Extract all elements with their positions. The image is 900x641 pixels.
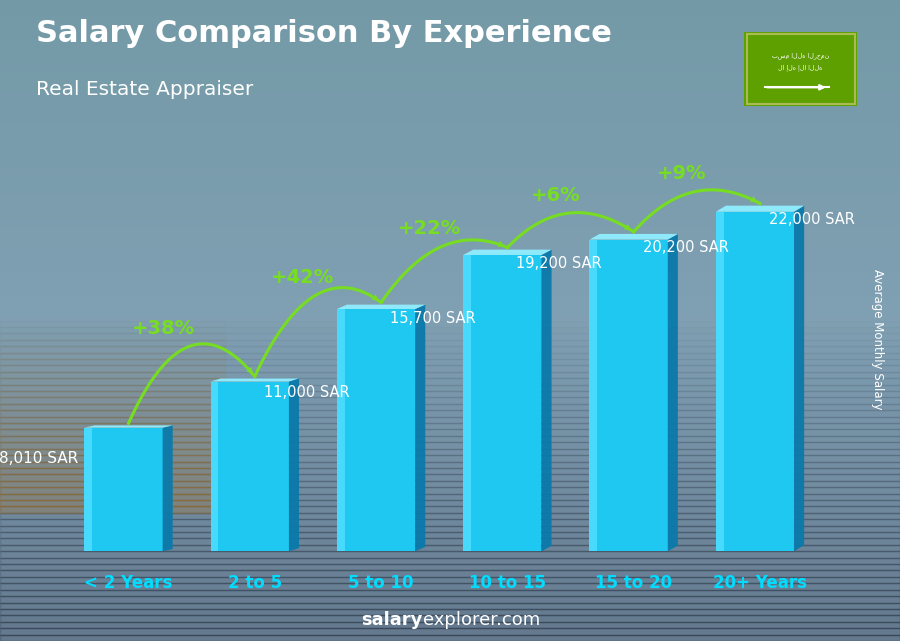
Polygon shape <box>716 212 794 551</box>
Polygon shape <box>85 426 173 428</box>
Text: Salary Comparison By Experience: Salary Comparison By Experience <box>36 19 612 48</box>
Text: +22%: +22% <box>398 219 461 238</box>
Text: < 2 Years: < 2 Years <box>85 574 173 592</box>
Polygon shape <box>590 240 668 551</box>
Polygon shape <box>464 255 542 551</box>
Polygon shape <box>668 234 678 551</box>
Text: 11,000 SAR: 11,000 SAR <box>264 385 349 400</box>
Text: 10 to 15: 10 to 15 <box>469 574 546 592</box>
Polygon shape <box>289 378 299 551</box>
Polygon shape <box>211 381 289 551</box>
Text: +38%: +38% <box>132 319 195 338</box>
Polygon shape <box>337 309 345 551</box>
Text: 19,200 SAR: 19,200 SAR <box>517 256 602 271</box>
Polygon shape <box>415 304 426 551</box>
Polygon shape <box>211 378 299 381</box>
Polygon shape <box>590 240 598 551</box>
Text: explorer.com: explorer.com <box>423 612 540 629</box>
Text: بسم الله الرحمن: بسم الله الرحمن <box>772 53 829 59</box>
Text: 8,010 SAR: 8,010 SAR <box>0 451 78 466</box>
Text: 22,000 SAR: 22,000 SAR <box>769 212 855 227</box>
Polygon shape <box>163 426 173 551</box>
Text: لا إله إلا الله: لا إله إلا الله <box>778 64 823 71</box>
Text: Average Monthly Salary: Average Monthly Salary <box>871 269 884 410</box>
Text: salary: salary <box>362 612 423 629</box>
Polygon shape <box>716 206 805 212</box>
Text: 15,700 SAR: 15,700 SAR <box>390 311 475 326</box>
Polygon shape <box>464 249 552 255</box>
Polygon shape <box>464 255 471 551</box>
Polygon shape <box>542 249 552 551</box>
Text: 15 to 20: 15 to 20 <box>595 574 672 592</box>
Text: 2 to 5: 2 to 5 <box>228 574 282 592</box>
Polygon shape <box>85 428 163 551</box>
Text: 20+ Years: 20+ Years <box>713 574 807 592</box>
Text: 5 to 10: 5 to 10 <box>348 574 414 592</box>
Text: 20,200 SAR: 20,200 SAR <box>643 240 728 255</box>
Polygon shape <box>211 381 219 551</box>
Polygon shape <box>337 304 426 309</box>
Polygon shape <box>716 212 724 551</box>
Text: +42%: +42% <box>271 268 335 287</box>
Text: +9%: +9% <box>657 165 706 183</box>
Polygon shape <box>794 206 805 551</box>
Text: Real Estate Appraiser: Real Estate Appraiser <box>36 80 253 99</box>
Polygon shape <box>85 428 92 551</box>
Polygon shape <box>337 309 415 551</box>
Polygon shape <box>590 234 678 240</box>
Text: +6%: +6% <box>531 186 580 205</box>
